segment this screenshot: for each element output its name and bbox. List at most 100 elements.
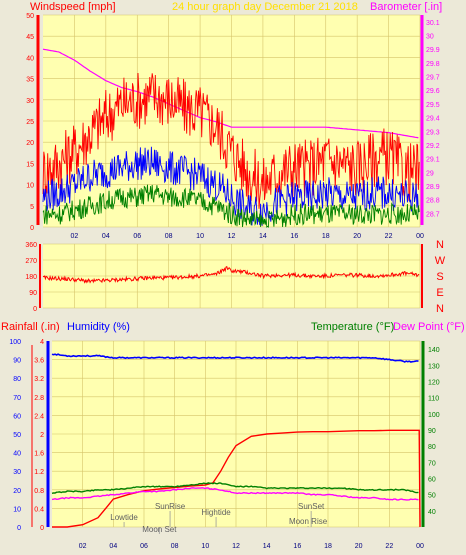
- compass-label-e: E: [436, 287, 443, 299]
- annotation-label: Moon Rise: [289, 517, 328, 526]
- climate-x-tick-label: 04: [109, 543, 117, 550]
- barometer-title: Barometer [.in]: [370, 1, 442, 13]
- wind-y-tick-label: 5: [30, 204, 34, 211]
- climate-x-tick-label: 02: [79, 543, 87, 550]
- barometer-y-tick-label: 29.9: [426, 47, 440, 54]
- windspeed-title: Windspeed [mph]: [30, 1, 116, 13]
- rainfall-title: Rainfall (.in): [1, 321, 60, 333]
- direction-y-ticks: 360 270 180 90 0: [25, 242, 37, 313]
- temperature-y-tick-label: 50: [428, 493, 436, 500]
- barometer-y-tick-label: 29.8: [426, 61, 440, 68]
- wind-x-tick-label: 06: [133, 233, 141, 240]
- humidity-y-tick-label: 70: [13, 395, 21, 402]
- barometer-y-tick-label: 29.7: [426, 75, 440, 82]
- dewpoint-title: Dew Point (°F): [393, 321, 465, 333]
- barometer-y-tick-label: 29: [426, 170, 434, 177]
- temperature-y-tick-label: 40: [428, 509, 436, 516]
- wind-average-line: [42, 146, 420, 226]
- wind-y-tick-label: 0: [30, 225, 34, 232]
- compass-label-s: S: [436, 271, 443, 283]
- barometer-y-tick-label: 29.5: [426, 102, 440, 109]
- wind-y-tick-label: 25: [26, 119, 34, 126]
- barometer-y-tick-label: 29.4: [426, 116, 440, 123]
- climate-humidity-line-0: [51, 353, 419, 363]
- humidity-y-tick-label: 10: [13, 506, 21, 513]
- barometer-y-tick-label: 28.9: [426, 184, 440, 191]
- climate-x-tick-label: 20: [355, 543, 363, 550]
- rainfall-y-tick-label: 3.2: [34, 376, 44, 383]
- wind-y-tick-label: 35: [26, 77, 34, 84]
- climate-x-tick-label: 10: [201, 543, 209, 550]
- climate-x-tick-label: 14: [263, 543, 271, 550]
- humidity-y-tick-label: 100: [9, 339, 21, 346]
- rainfall-y-tick-label: 2: [40, 432, 44, 439]
- direction-y-tick-label: 270: [25, 258, 37, 265]
- direction-y-tick-label: 90: [29, 290, 37, 297]
- wind-x-tick-label: 00: [416, 233, 424, 240]
- wind-x-ticks: 02 04 06 08 10 12 14 16 18 20 22 00: [71, 233, 424, 240]
- wind-x-tick-label: 20: [353, 233, 361, 240]
- wind-y-tick-label: 40: [26, 55, 34, 62]
- direction-y-tick-label: 0: [33, 306, 37, 313]
- temperature-title: Temperature (°F): [311, 321, 394, 333]
- rainfall-y-tick-label: 0: [40, 525, 44, 532]
- humidity-y-tick-label: 30: [13, 469, 21, 476]
- temperature-y-tick-label: 120: [428, 379, 440, 386]
- wind-direction-line: [42, 265, 420, 284]
- graph-date-title: 24 hour graph day December 21 2018: [172, 1, 358, 13]
- wind-y-tick-label: 30: [26, 98, 34, 105]
- wind-y-ticks: 0 5 10 15 20 25 30 35 40 45 50: [26, 13, 34, 232]
- wind-y-tick-label: 15: [26, 161, 34, 168]
- direction-y-tick-label: 360: [25, 242, 37, 249]
- annotation-label: Lowtide: [110, 513, 138, 522]
- temperature-y-tick-label: 110: [428, 396, 439, 403]
- wind-y-tick-label: 45: [26, 34, 34, 41]
- wind-y-tick-label: 50: [26, 13, 34, 20]
- temperature-y-tick-label: 80: [428, 444, 436, 451]
- temperature-y-tick-label: 60: [428, 476, 436, 483]
- barometer-y-tick-label: 28.8: [426, 198, 440, 205]
- wind-y-tick-label: 10: [26, 183, 34, 190]
- climate-x-tick-label: 22: [385, 543, 393, 550]
- temperature-y-tick-label: 90: [428, 428, 436, 435]
- wind-x-tick-label: 12: [228, 233, 236, 240]
- climate-x-tick-label: 18: [324, 543, 332, 550]
- barometer-y-tick-label: 29.3: [426, 129, 440, 136]
- climate-annotations: Lowtide Moon Set SunRise Hightide SunSet Moon…: [110, 502, 328, 534]
- wind-x-tick-label: 04: [102, 233, 110, 240]
- wind-x-tick-label: 18: [322, 233, 330, 240]
- direction-y-tick-label: 180: [25, 274, 37, 281]
- rainfall-y-tick-label: 4: [40, 339, 44, 346]
- wind-series: [42, 48, 420, 228]
- temperature-y-ticks: 40 50 60 70 80 90 100 110 120 130 140: [428, 347, 440, 516]
- climate-temperature-line-2: [51, 482, 419, 494]
- rainfall-y-tick-label: 1.6: [34, 451, 44, 458]
- climate-x-tick-label: 08: [171, 543, 179, 550]
- climate-x-tick-label: 06: [140, 543, 148, 550]
- rainfall-y-tick-label: 1.2: [34, 469, 44, 476]
- climate-x-tick-label: 00: [416, 543, 424, 550]
- annotation-label: Hightide: [201, 508, 231, 517]
- compass-label-n: N: [436, 303, 444, 315]
- wind-x-tick-label: 14: [259, 233, 267, 240]
- barometer-y-tick-label: 29.1: [426, 157, 440, 164]
- climate-x-ticks: 02 04 06 08 10 12 14 16 18 20 22 00: [79, 543, 424, 550]
- rainfall-y-tick-label: 2.8: [34, 395, 44, 402]
- wind-x-tick-label: 02: [71, 233, 79, 240]
- climate-series: [51, 353, 421, 528]
- humidity-y-tick-label: 80: [13, 376, 21, 383]
- climate-x-tick-label: 16: [293, 543, 301, 550]
- barometer-y-tick-label: 29.2: [426, 143, 440, 150]
- annotation-label: SunRise: [155, 502, 186, 511]
- humidity-y-tick-label: 20: [13, 488, 21, 495]
- compass-label-w: W: [435, 255, 446, 267]
- humidity-y-tick-label: 50: [13, 432, 21, 439]
- wind-minimum-line: [42, 184, 420, 228]
- wind-x-tick-label: 22: [385, 233, 393, 240]
- temperature-y-tick-label: 70: [428, 460, 436, 467]
- barometer-y-ticks: 28.7 28.8 28.9 29 29.1 29.2 29.3 29.4 29.5 29.6 29…: [426, 20, 440, 218]
- temperature-y-tick-label: 100: [428, 412, 440, 419]
- barometer-y-tick-label: 29.6: [426, 88, 440, 95]
